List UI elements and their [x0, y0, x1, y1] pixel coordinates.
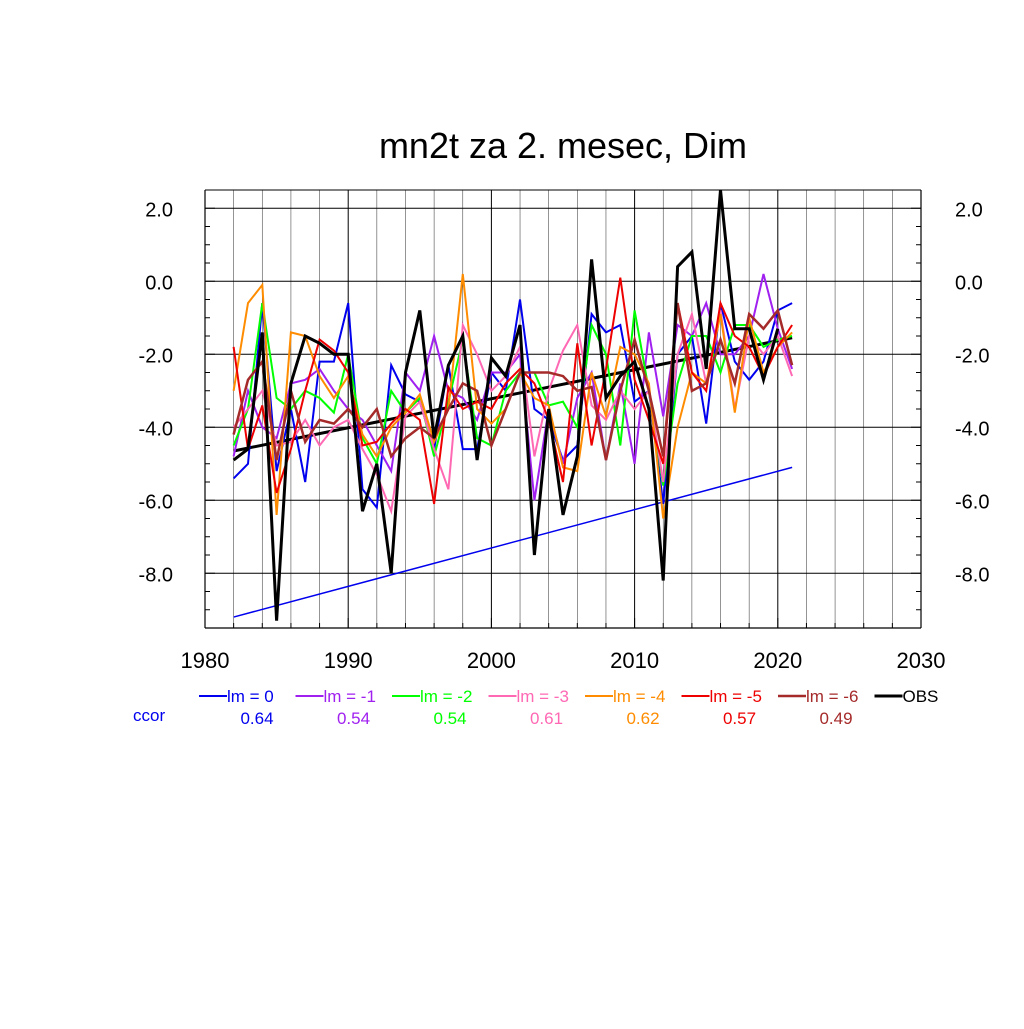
legend-entry: OBS	[903, 687, 939, 706]
x-tick-label: 1980	[181, 648, 230, 673]
legend-entry: lm = -4	[613, 687, 665, 706]
ccor-label: ccor	[133, 706, 165, 725]
legend-entry: lm = -2	[420, 687, 472, 706]
grid-layer	[205, 189, 921, 628]
x-tick-label: 2020	[753, 648, 802, 673]
legend-entry: lm = -6	[806, 687, 858, 706]
y-tick-label: 0.0	[145, 272, 173, 294]
legend-entry: lm = -1	[324, 687, 376, 706]
y-tick-label-right: -2.0	[955, 345, 989, 367]
y-tick-label: -8.0	[139, 564, 173, 586]
ccor-value: 0.61	[530, 709, 563, 728]
chart-title: mn2t za 2. mesec, Dim	[379, 125, 747, 166]
ccor-value: 0.54	[433, 709, 466, 728]
ccor-value: 0.57	[723, 709, 756, 728]
y-tick-label-right: -6.0	[955, 491, 989, 513]
legend-entry: lm = 0	[227, 687, 274, 706]
axis-layer: 2.0 2.0 0.0 0.0 -2.0 -2.0 -4.0 -4.0 -6.0 -6.0 -8.0…	[139, 189, 989, 673]
x-tick-label: 2000	[467, 648, 516, 673]
trend-layer	[233, 336, 793, 618]
ccor-value: 0.54	[337, 709, 370, 728]
series-line	[232, 302, 793, 486]
series-line	[232, 310, 794, 516]
series-line	[232, 189, 780, 621]
y-tick-label: -4.0	[139, 418, 173, 440]
legend: ccor lm = 0 0.64 lm = -1 0.54 lm = -2 0.54 lm =…	[133, 687, 938, 728]
ccor-value: 0.64	[240, 709, 273, 728]
x-tick-label: 1990	[324, 648, 373, 673]
series-line	[232, 302, 794, 461]
y-tick-label-right: 0.0	[955, 272, 983, 294]
x-tick-label: 2010	[610, 648, 659, 673]
y-tick-label: 2.0	[145, 199, 173, 221]
y-tick-label-right: -4.0	[955, 418, 989, 440]
y-tick-label-right: 2.0	[955, 199, 983, 221]
x-tick-label: 2030	[897, 648, 946, 673]
legend-entry: lm = -3	[517, 687, 569, 706]
ccor-value: 0.62	[626, 709, 659, 728]
y-tick-label: -2.0	[139, 345, 173, 367]
series-layer	[232, 189, 794, 621]
series-line	[232, 277, 793, 505]
y-tick-label-right: -8.0	[955, 564, 989, 586]
trend-line	[233, 336, 793, 453]
legend-entry: lm = -5	[710, 687, 762, 706]
ccor-value: 0.49	[819, 709, 852, 728]
y-tick-label: -6.0	[139, 491, 173, 513]
trend-line	[233, 466, 793, 618]
